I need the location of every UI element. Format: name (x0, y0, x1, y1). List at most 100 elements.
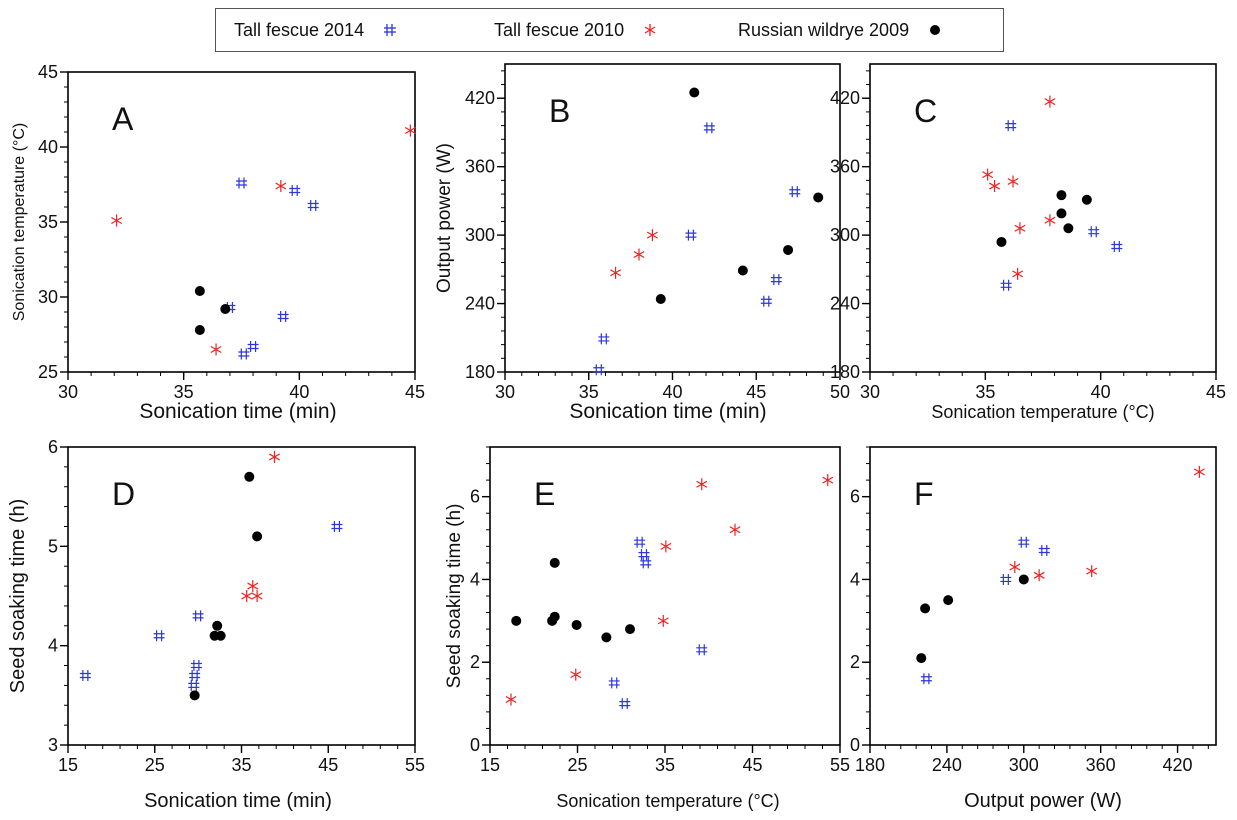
x-tick-label: 35 (174, 382, 194, 402)
data-point (1044, 214, 1056, 227)
data-point (1018, 574, 1029, 585)
x-tick-label: 45 (746, 382, 766, 402)
data-point (549, 557, 560, 568)
data-point (696, 478, 708, 491)
y-tick-label: 35 (38, 212, 58, 232)
y-axis-label: Sonication temperature (°C) (11, 123, 28, 321)
data-point (1012, 267, 1024, 280)
data-point (1044, 95, 1056, 108)
x-tick-label: 35 (579, 382, 599, 402)
panel-c: 30 35 40 45 180 240 300 360 420 C Sonication tempe… (830, 63, 1226, 422)
data-point (1081, 194, 1092, 205)
data-point (236, 177, 247, 189)
x-tick-label: 35 (231, 755, 251, 775)
x-axis-label: Sonication time (min) (139, 400, 336, 423)
series-1 (505, 474, 834, 706)
series-0 (79, 520, 343, 691)
y-tick-label: 4 (48, 636, 58, 656)
data-point (252, 531, 263, 542)
panel-letter: D (112, 476, 135, 512)
x-tick-label: 15 (480, 755, 500, 775)
panel-letter: B (549, 93, 570, 129)
panel-letter: A (112, 101, 134, 137)
data-point (646, 229, 658, 242)
asterisk-marker-icon (644, 24, 656, 37)
data-point (511, 615, 522, 626)
data-point (505, 693, 517, 706)
data-point (1014, 222, 1026, 235)
x-tick-label: 420 (1163, 755, 1193, 775)
series-2 (189, 471, 263, 701)
data-point (1009, 561, 1021, 574)
y-tick-label: 360 (830, 157, 860, 177)
y-tick-label: 300 (830, 225, 860, 245)
y-tick-label: 0 (850, 735, 860, 755)
plot-frame (869, 63, 1217, 373)
data-point (608, 677, 620, 689)
y-tick-label: 180 (830, 362, 860, 382)
data-point (1007, 175, 1019, 188)
data-point (1088, 226, 1100, 238)
data-point (916, 653, 927, 664)
x-tick-label: 30 (860, 382, 880, 402)
y-tick-label: 6 (850, 487, 860, 507)
series-1 (610, 229, 658, 279)
y-axis-label: Seed soaking time (h) (7, 499, 29, 694)
y-tick-label: 2 (850, 652, 860, 672)
data-point (598, 333, 610, 345)
data-point (989, 180, 1001, 193)
data-point (268, 450, 280, 463)
data-point (244, 471, 255, 482)
data-point (783, 244, 794, 255)
series-0 (1000, 120, 1123, 291)
data-point (189, 669, 201, 681)
data-point (210, 343, 222, 356)
series-2 (194, 286, 231, 335)
data-point (1111, 241, 1123, 253)
data-point (1033, 569, 1045, 582)
data-point (737, 265, 748, 276)
data-point (188, 679, 200, 691)
panel-letter: F (914, 476, 934, 512)
x-tick-label: 45 (742, 755, 762, 775)
data-point (760, 295, 772, 307)
data-point (640, 557, 652, 569)
y-tick-label: 25 (38, 362, 58, 382)
y-tick-label: 360 (465, 157, 495, 177)
data-point (251, 590, 263, 602)
data-point (610, 266, 622, 279)
data-point (194, 325, 205, 335)
x-tick-label: 25 (145, 755, 165, 775)
data-point (634, 536, 646, 548)
x-axis-label: Output power (W) (964, 790, 1122, 812)
series-2 (511, 557, 635, 643)
panel-f: 180 240 300 360 420 0 2 4 6 F Output power (W) (850, 446, 1217, 812)
x-tick-label: 35 (975, 382, 995, 402)
data-point (241, 590, 253, 602)
x-tick-label: 25 (567, 755, 587, 775)
data-point (1086, 565, 1098, 578)
x-tick-label: 30 (495, 382, 515, 402)
series-2 (916, 574, 1029, 664)
data-point (1063, 223, 1074, 234)
panel-letter: C (914, 93, 937, 129)
x-tick-label: 180 (855, 755, 885, 775)
series-2 (655, 87, 824, 304)
data-point (1056, 190, 1067, 201)
y-tick-label: 30 (38, 287, 58, 307)
data-point (1038, 544, 1050, 556)
x-tick-label: 40 (289, 382, 309, 402)
data-point (1193, 465, 1205, 478)
panel-b: 30 35 40 45 50 180 240 300 360 420 B Sonication tim… (434, 63, 850, 423)
data-point (238, 348, 250, 360)
legend-label: Russian wildrye 2009 (738, 19, 910, 40)
y-tick-label: 5 (48, 536, 58, 556)
x-axis-label: Sonication temperature (°C) (556, 791, 779, 811)
series-2 (996, 190, 1092, 247)
y-tick-label: 6 (470, 487, 480, 507)
x-tick-label: 55 (830, 755, 850, 775)
y-tick-label: 4 (470, 569, 480, 589)
y-tick-label: 0 (470, 735, 480, 755)
dot-marker-icon (930, 25, 941, 36)
